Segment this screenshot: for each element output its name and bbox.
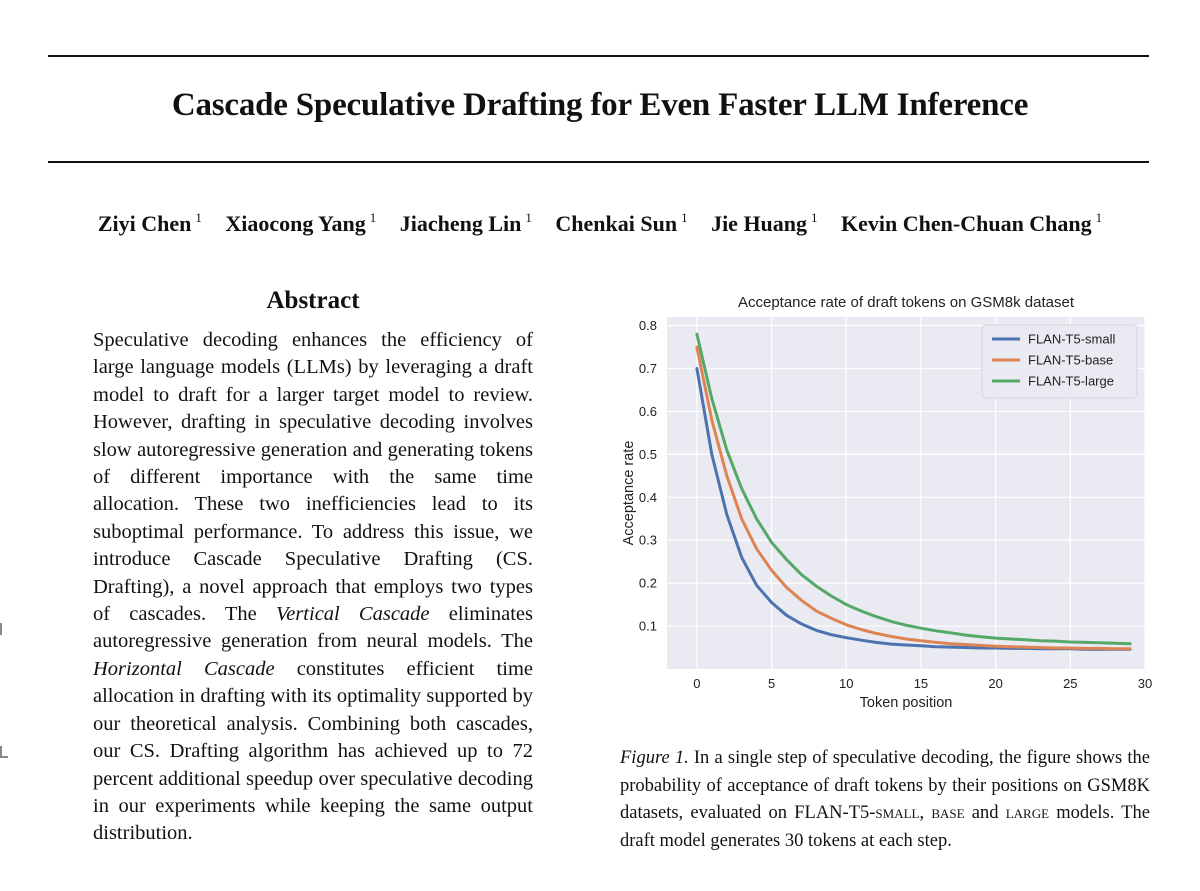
caption-smallcaps: base (931, 803, 965, 823)
caption-label: Figure 1. (620, 748, 689, 768)
legend: FLAN-T5-small FLAN-T5-base FLAN-T5-large (981, 324, 1138, 399)
x-tick-label: 20 (988, 676, 1002, 691)
x-tick-label: 5 (768, 676, 775, 691)
paper-title: Cascade Speculative Drafting for Even Fa… (171, 87, 1029, 123)
acceptance-rate-chart: Acceptance rate of draft tokens on GSM8k… (615, 290, 1155, 710)
y-tick-label: 0.3 (639, 533, 657, 548)
caption-smallcaps: small (875, 803, 920, 823)
author-affiliation: 1 (811, 210, 818, 225)
abstract-emphasis: Horizontal Cascade (93, 657, 275, 680)
chart-svg: Acceptance rate of draft tokens on GSM8k… (621, 294, 1152, 710)
legend-box (981, 324, 1138, 399)
legend-entry: FLAN-T5-large (1028, 374, 1114, 389)
top-rule (48, 55, 1149, 57)
tick-labels: 0 5 10 15 20 25 30 0.1 0.2 0.3 0.4 0.5 0.6 0.7 0.8 (639, 318, 1152, 691)
y-tick-label: 0.5 (639, 447, 657, 462)
author-affiliation: 1 (369, 210, 377, 225)
x-tick-label: 30 (1138, 676, 1152, 691)
author-name: Chenkai Sun (555, 211, 678, 236)
author: Chenkai Sun 1 (555, 210, 688, 236)
y-tick-label: 0.4 (639, 490, 657, 505)
y-tick-label: 0.2 (639, 576, 657, 591)
series-line-flan-t5-base (695, 345, 1132, 651)
author-name: Jiacheng Lin (399, 211, 522, 236)
y-tick-label: 0.6 (639, 404, 657, 419)
figure-caption: Figure 1. In a single step of speculativ… (620, 745, 1150, 855)
caption-text: In a single step of speculative decoding… (620, 748, 1150, 823)
y-tick-label: 0.8 (639, 318, 657, 333)
abstract-emphasis: Vertical Cas­cade (275, 603, 430, 626)
caption-text: models. The draft model generates 30 tok… (620, 803, 1150, 851)
y-tick-label: 0.1 (639, 619, 657, 634)
series-lines (695, 332, 1132, 651)
author: Jiacheng Lin 1 (399, 210, 532, 236)
abstract-text: Speculative decoding enhances the effici… (93, 329, 533, 626)
margin-mark (0, 746, 8, 758)
author-affiliation: 1 (681, 210, 688, 225)
caption-text: and (964, 803, 1006, 823)
legend-entry: FLAN-T5-base (1028, 353, 1113, 368)
author-affiliation: 1 (195, 210, 202, 225)
author-name: Kevin Chen-Chuan Chang (841, 211, 1092, 236)
author: Kevin Chen-Chuan Chang 1 (841, 210, 1103, 236)
chart-title: Acceptance rate of draft tokens on GSM8k… (738, 294, 1075, 311)
caption-smallcaps: large (1005, 803, 1050, 823)
margin-mark (0, 623, 8, 635)
series-line-flan-t5-large (695, 332, 1132, 646)
title-bottom-rule (48, 161, 1149, 163)
abstract-body: Speculative decoding enhances the effici… (93, 327, 533, 848)
author: Ziyi Chen 1 (97, 210, 202, 236)
abstract-text: eliminates autoregressive generation fro… (93, 603, 533, 653)
abstract-text: consti­tutes efficient time allocation i… (93, 657, 533, 845)
author-list: Ziyi Chen 1 Xiaocong Yang 1 Jiacheng Lin 1 … (0, 210, 1200, 237)
y-tick-label: 0.7 (639, 361, 657, 376)
x-tick-label: 10 (839, 676, 853, 691)
x-tick-label: 15 (914, 676, 928, 691)
x-tick-label: 0 (693, 676, 700, 691)
x-tick-label: 25 (1063, 676, 1077, 691)
legend-entry: FLAN-T5-small (1028, 332, 1116, 347)
caption-text: , (919, 803, 932, 823)
author-affiliation: 1 (1095, 210, 1103, 225)
x-axis-label: Token position (860, 695, 953, 710)
y-axis-label: Acceptance rate (621, 441, 637, 546)
author-name: Ziyi Chen (97, 211, 192, 236)
author-name: Jie Huang (711, 211, 808, 236)
author-name: Xiaocong Yang (225, 211, 366, 236)
author: Xiaocong Yang 1 (225, 210, 377, 236)
author: Jie Huang 1 (711, 210, 818, 236)
author-affiliation: 1 (525, 210, 532, 225)
abstract-heading: Abstract (266, 287, 360, 314)
